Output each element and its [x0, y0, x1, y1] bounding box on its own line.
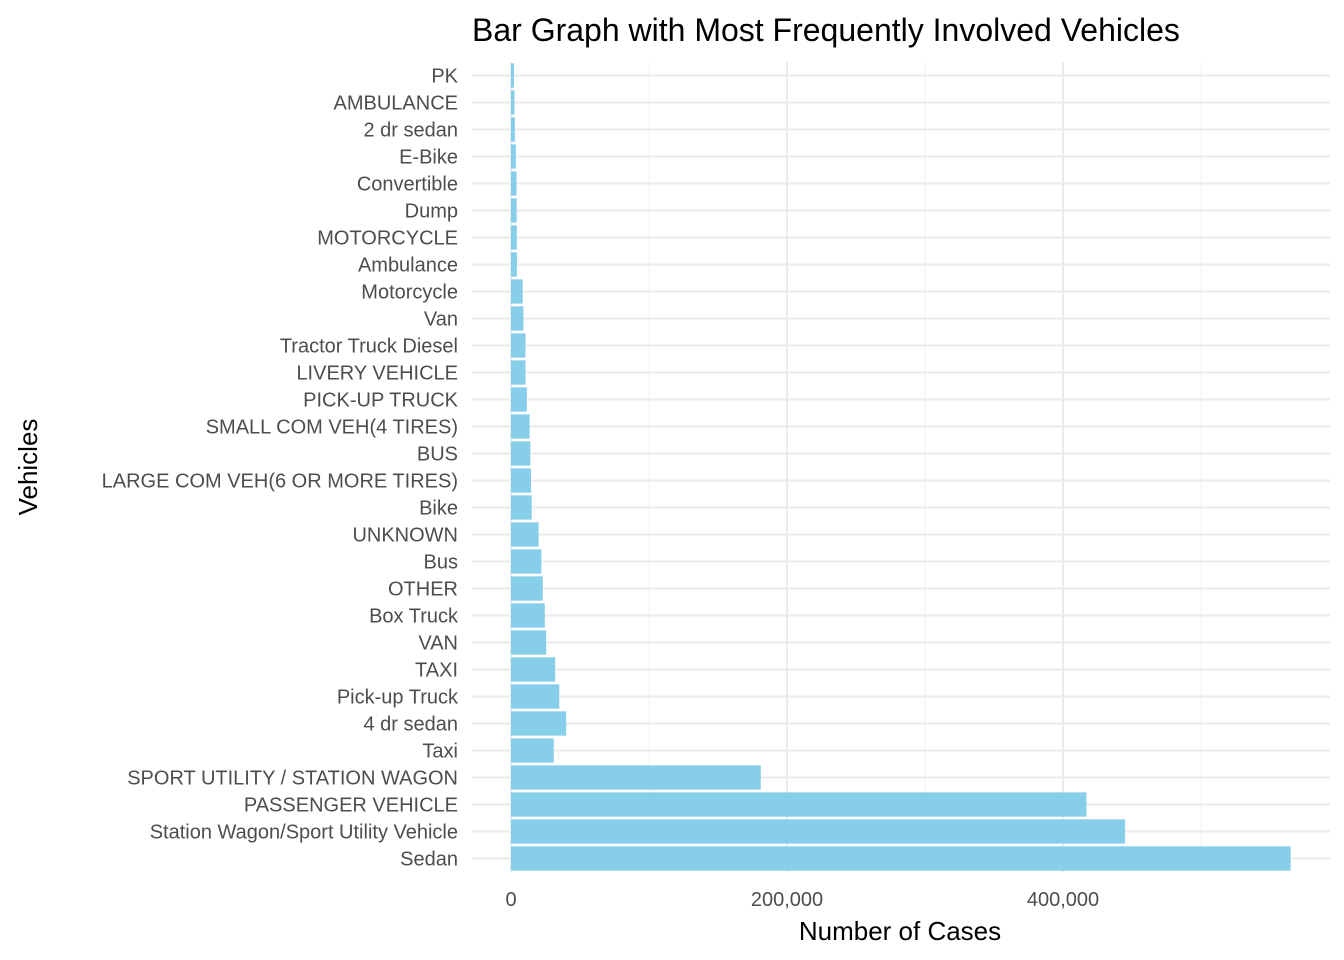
y-tick-label: LIVERY VEHICLE	[296, 363, 458, 385]
bar	[511, 468, 532, 493]
bar	[511, 306, 524, 331]
bar	[511, 63, 515, 88]
bar	[511, 522, 539, 547]
y-tick-label: UNKNOWN	[352, 525, 458, 547]
bar	[511, 819, 1126, 844]
bar-layer	[511, 63, 1291, 871]
y-tick-label: Bus	[424, 552, 458, 574]
y-tick-label: PK	[431, 66, 458, 88]
y-tick-label: Bike	[419, 498, 458, 520]
y-tick-label: E-Bike	[399, 147, 458, 169]
bar	[511, 414, 530, 439]
y-tick-label: BUS	[417, 444, 458, 466]
bar	[511, 495, 532, 520]
bar	[511, 144, 516, 169]
bar	[511, 549, 542, 574]
bar	[511, 90, 515, 115]
y-tick-label: LARGE COM VEH(6 OR MORE TIRES)	[102, 471, 458, 493]
y-tick-label: Convertible	[357, 174, 458, 196]
bar	[511, 684, 560, 709]
x-tick-labels: 0 200,000 400,000	[505, 889, 1099, 911]
bar	[511, 792, 1087, 817]
bar	[511, 198, 517, 223]
y-tick-label: VAN	[418, 633, 458, 655]
bar	[511, 387, 527, 412]
bar	[511, 576, 543, 601]
bar	[511, 360, 526, 385]
y-tick-label: SMALL COM VEH(4 TIRES)	[206, 417, 458, 439]
y-tick-label: Taxi	[422, 741, 458, 763]
y-tick-label: 2 dr sedan	[363, 120, 458, 142]
y-tick-label: PICK-UP TRUCK	[303, 390, 459, 412]
bar	[511, 630, 547, 655]
bar	[511, 117, 515, 142]
bar	[511, 846, 1291, 871]
y-tick-label: 4 dr sedan	[363, 714, 458, 736]
y-tick-label: SPORT UTILITY / STATION WAGON	[127, 768, 458, 790]
bar	[511, 441, 531, 466]
y-tick-label: OTHER	[388, 579, 458, 601]
y-axis-title: Vehicles	[13, 419, 43, 516]
y-tick-label: AMBULANCE	[334, 93, 458, 115]
y-tick-label: Ambulance	[358, 255, 458, 277]
bar	[511, 279, 523, 304]
y-tick-label: Pick-up Truck	[337, 687, 459, 709]
bar	[511, 252, 517, 277]
y-tick-label: Motorcycle	[361, 282, 458, 304]
bar	[511, 765, 761, 790]
x-tick-label: 200,000	[751, 889, 823, 911]
bar	[511, 171, 517, 196]
y-tick-label: Van	[424, 309, 458, 331]
y-tick-label: Dump	[405, 201, 458, 223]
y-tick-label: Station Wagon/Sport Utility Vehicle	[150, 822, 458, 844]
y-tick-label: Box Truck	[369, 606, 459, 628]
bar	[511, 603, 545, 628]
bar	[511, 738, 554, 763]
bar	[511, 225, 517, 250]
chart-title: Bar Graph with Most Frequently Involved …	[472, 12, 1180, 48]
y-tick-labels: Sedan Station Wagon/Sport Utility Vehicle…	[102, 66, 459, 871]
y-tick-label: TAXI	[415, 660, 458, 682]
x-axis-title: Number of Cases	[799, 916, 1001, 946]
bar	[511, 333, 526, 358]
y-tick-label: MOTORCYCLE	[317, 228, 458, 250]
bar	[511, 657, 556, 682]
grid-layer	[472, 62, 1330, 872]
y-tick-label: Sedan	[400, 849, 458, 871]
bar	[511, 711, 567, 736]
y-tick-label: PASSENGER VEHICLE	[244, 795, 458, 817]
x-tick-label: 400,000	[1027, 889, 1099, 911]
x-tick-label: 0	[505, 889, 516, 911]
y-tick-label: Tractor Truck Diesel	[280, 336, 458, 358]
